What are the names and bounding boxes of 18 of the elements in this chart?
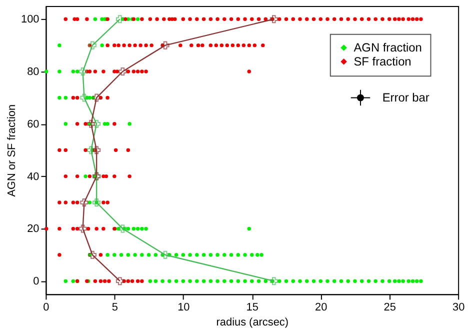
x-tick-label: 5 <box>112 302 118 314</box>
y-tick-label: 100 <box>21 14 40 26</box>
y-tick-label: 60 <box>27 118 40 130</box>
y-axis-title: AGN or SF fraction <box>6 104 18 197</box>
legend-label: AGN fraction <box>354 40 422 55</box>
x-tick-label: 30 <box>452 302 465 314</box>
x-axis-title: radius (arcsec) <box>216 316 289 328</box>
x-tick-label: 25 <box>384 302 396 314</box>
x-tick-label: 10 <box>178 302 190 314</box>
y-tick-label: 40 <box>27 170 40 183</box>
legend-label: SF fraction <box>354 54 412 69</box>
x-tick-label: 15 <box>246 302 258 314</box>
y-tick-label: 20 <box>27 223 40 236</box>
x-tick-label: 20 <box>315 302 328 314</box>
series-label: Error bar <box>382 90 430 105</box>
y-tick-label: 80 <box>27 66 40 78</box>
x-tick-label: 0 <box>43 302 50 314</box>
y-tick-label: 0 <box>33 276 40 288</box>
